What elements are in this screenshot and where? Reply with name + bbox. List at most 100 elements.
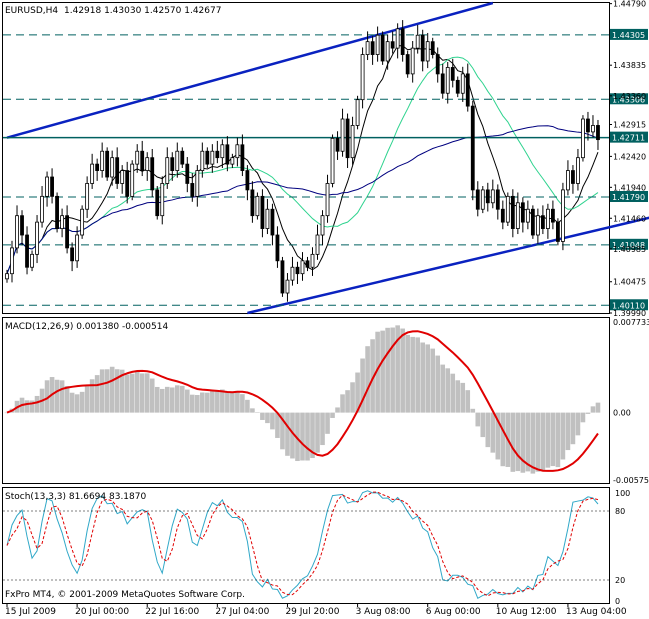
macd-bar	[59, 380, 65, 413]
macd-bar	[79, 391, 85, 413]
macd-bar	[210, 391, 215, 413]
macd-bar	[24, 400, 30, 413]
macd-bar	[410, 336, 415, 413]
candle-body	[435, 54, 440, 75]
macd-bar	[169, 387, 175, 413]
copyright-text: FxPro MT4, © 2001-2009 MetaQuotes Softwa…	[5, 590, 245, 600]
candle-body	[225, 144, 230, 165]
time-tick-label: 20 Jul 00:00	[75, 607, 129, 617]
price-tick-label: 1.40985	[613, 245, 646, 254]
macd-bar	[260, 412, 265, 420]
macd-bar	[480, 412, 486, 438]
candle-body	[100, 150, 105, 171]
candle-body	[130, 163, 135, 197]
macd-bar	[29, 400, 35, 413]
candle-body	[540, 215, 545, 229]
candle-body	[561, 189, 565, 242]
candle-body	[300, 260, 305, 275]
candle-body	[285, 279, 290, 294]
time-tick-label: 10 Aug 12:00	[496, 607, 557, 617]
candle-body	[320, 215, 325, 236]
macd-bar	[385, 327, 390, 413]
channel-upper-line	[6, 1, 494, 139]
macd-bar	[535, 412, 541, 472]
macd-bar	[74, 394, 80, 413]
price-tick-label: 1.40475	[613, 278, 646, 287]
stoch-axis-label: 100	[615, 489, 630, 498]
macd-bar	[225, 391, 230, 413]
macd-bar	[400, 328, 405, 413]
macd-bar	[99, 369, 105, 413]
candle-body	[85, 183, 90, 210]
macd-bar	[570, 412, 576, 445]
candle-body	[195, 170, 200, 197]
macd-bar	[330, 412, 335, 418]
macd-bar	[235, 390, 240, 413]
candle-body	[120, 170, 125, 184]
stoch-axis-label: 0	[615, 597, 620, 606]
candle-body	[460, 73, 465, 94]
trend-channel	[6, 1, 649, 315]
time-axis: 15 Jul 2009 20 Jul 00:00 22 Jul 16:00 27 Ju…	[5, 603, 627, 617]
macd-axis-label: 0.007733	[613, 318, 649, 327]
stoch-axis: 100 80 20 0	[3, 489, 630, 606]
macd-axis: 0.007733 0.00 -0.005751	[613, 318, 649, 485]
moving-average-line	[6, 56, 599, 274]
macd-panel: 0.007733 0.00 -0.005751 MACD(12,26,9) 0.00…	[2, 317, 649, 485]
candles	[5, 20, 600, 302]
macd-bar	[119, 369, 125, 413]
stoch-title: Stoch(13,3,3) 81.6694 83.1870	[5, 492, 146, 502]
stoch-panel-border	[2, 487, 610, 604]
macd-bar	[64, 386, 70, 413]
macd-series	[4, 325, 601, 474]
macd-bar	[245, 399, 250, 413]
macd-bar	[365, 346, 370, 413]
candle-body	[325, 183, 330, 217]
macd-bar	[370, 339, 375, 413]
level-label-box	[610, 299, 648, 311]
candle-body	[215, 150, 220, 159]
macd-bar	[430, 348, 436, 413]
macd-bar	[540, 412, 546, 472]
macd-bar	[220, 389, 225, 413]
candle-body	[25, 234, 29, 268]
candle-body	[75, 234, 80, 262]
macd-bar	[565, 412, 571, 451]
candle-body	[185, 163, 190, 184]
macd-bar	[300, 412, 305, 461]
macd-bar	[139, 373, 145, 413]
candle-body	[145, 157, 150, 171]
candle-body	[45, 176, 49, 197]
macd-bar	[290, 412, 295, 459]
macd-bar	[555, 412, 561, 468]
macd-signal-line	[6, 330, 599, 472]
candle-body	[520, 202, 525, 223]
candle-body	[510, 195, 515, 229]
candle-body	[390, 41, 395, 49]
macd-bar	[240, 394, 245, 413]
candle-body	[190, 183, 195, 197]
macd-bar	[375, 331, 380, 413]
macd-bar	[270, 412, 275, 430]
macd-bar	[380, 330, 385, 413]
macd-bar	[355, 372, 360, 413]
candle-body	[310, 253, 315, 268]
macd-bar	[310, 412, 315, 459]
level-label: 1.41790	[612, 193, 645, 202]
candle-body	[10, 247, 14, 275]
candle-body	[5, 273, 9, 280]
time-tick-label: 15 Jul 2009	[5, 607, 56, 617]
candle-body	[270, 208, 275, 236]
candle-body	[495, 189, 500, 210]
macd-bar	[530, 412, 536, 474]
candle-body	[260, 195, 265, 229]
candle-body	[205, 150, 210, 165]
macd-bar	[340, 394, 345, 413]
candle-body	[125, 170, 130, 197]
candle-body	[55, 195, 59, 229]
candle-body	[90, 163, 95, 184]
candle-body	[355, 99, 360, 126]
level-label-box	[610, 131, 648, 143]
time-tick-label: 29 Jul 20:00	[285, 607, 339, 617]
